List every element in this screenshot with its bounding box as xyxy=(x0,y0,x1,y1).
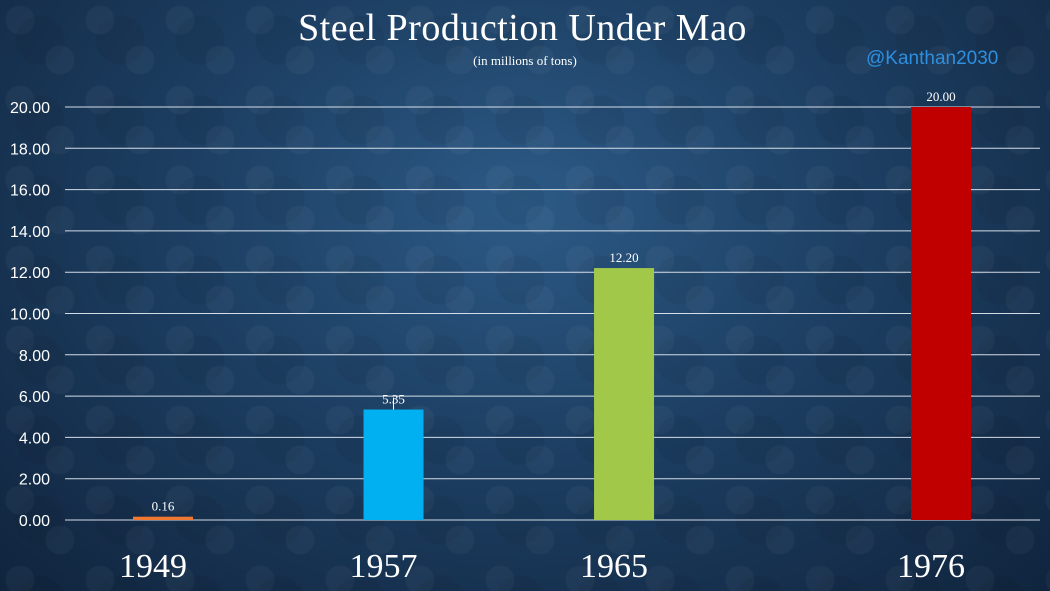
y-tick-label: 10.00 xyxy=(10,307,50,324)
y-tick-label: 0.00 xyxy=(19,513,50,530)
data-label: 0.16 xyxy=(152,499,175,514)
author-handle: @Kanthan2030 xyxy=(866,48,999,69)
y-tick-label: 2.00 xyxy=(19,472,50,489)
bar xyxy=(911,107,971,520)
data-label: 12.20 xyxy=(609,250,638,265)
x-tick-label: 1976 xyxy=(897,548,965,585)
bar xyxy=(363,409,424,520)
chart-subtitle: (in millions of tons) xyxy=(473,53,577,68)
y-tick-label: 16.00 xyxy=(10,183,50,200)
x-tick-label: 1957 xyxy=(350,548,418,585)
data-label: 20.00 xyxy=(926,89,955,104)
bar xyxy=(594,268,655,520)
x-tick-label: 1949 xyxy=(119,548,187,585)
y-tick-label: 12.00 xyxy=(10,265,50,282)
bar xyxy=(133,516,193,520)
y-tick-label: 14.00 xyxy=(10,224,50,241)
y-tick-label: 4.00 xyxy=(19,430,50,447)
y-tick-label: 6.00 xyxy=(19,389,50,406)
y-tick-label: 18.00 xyxy=(10,141,50,158)
chart-title: Steel Production Under Mao xyxy=(298,7,747,49)
y-tick-label: 20.00 xyxy=(10,100,50,117)
x-tick-label: 1965 xyxy=(580,548,648,585)
y-tick-label: 8.00 xyxy=(19,348,50,365)
